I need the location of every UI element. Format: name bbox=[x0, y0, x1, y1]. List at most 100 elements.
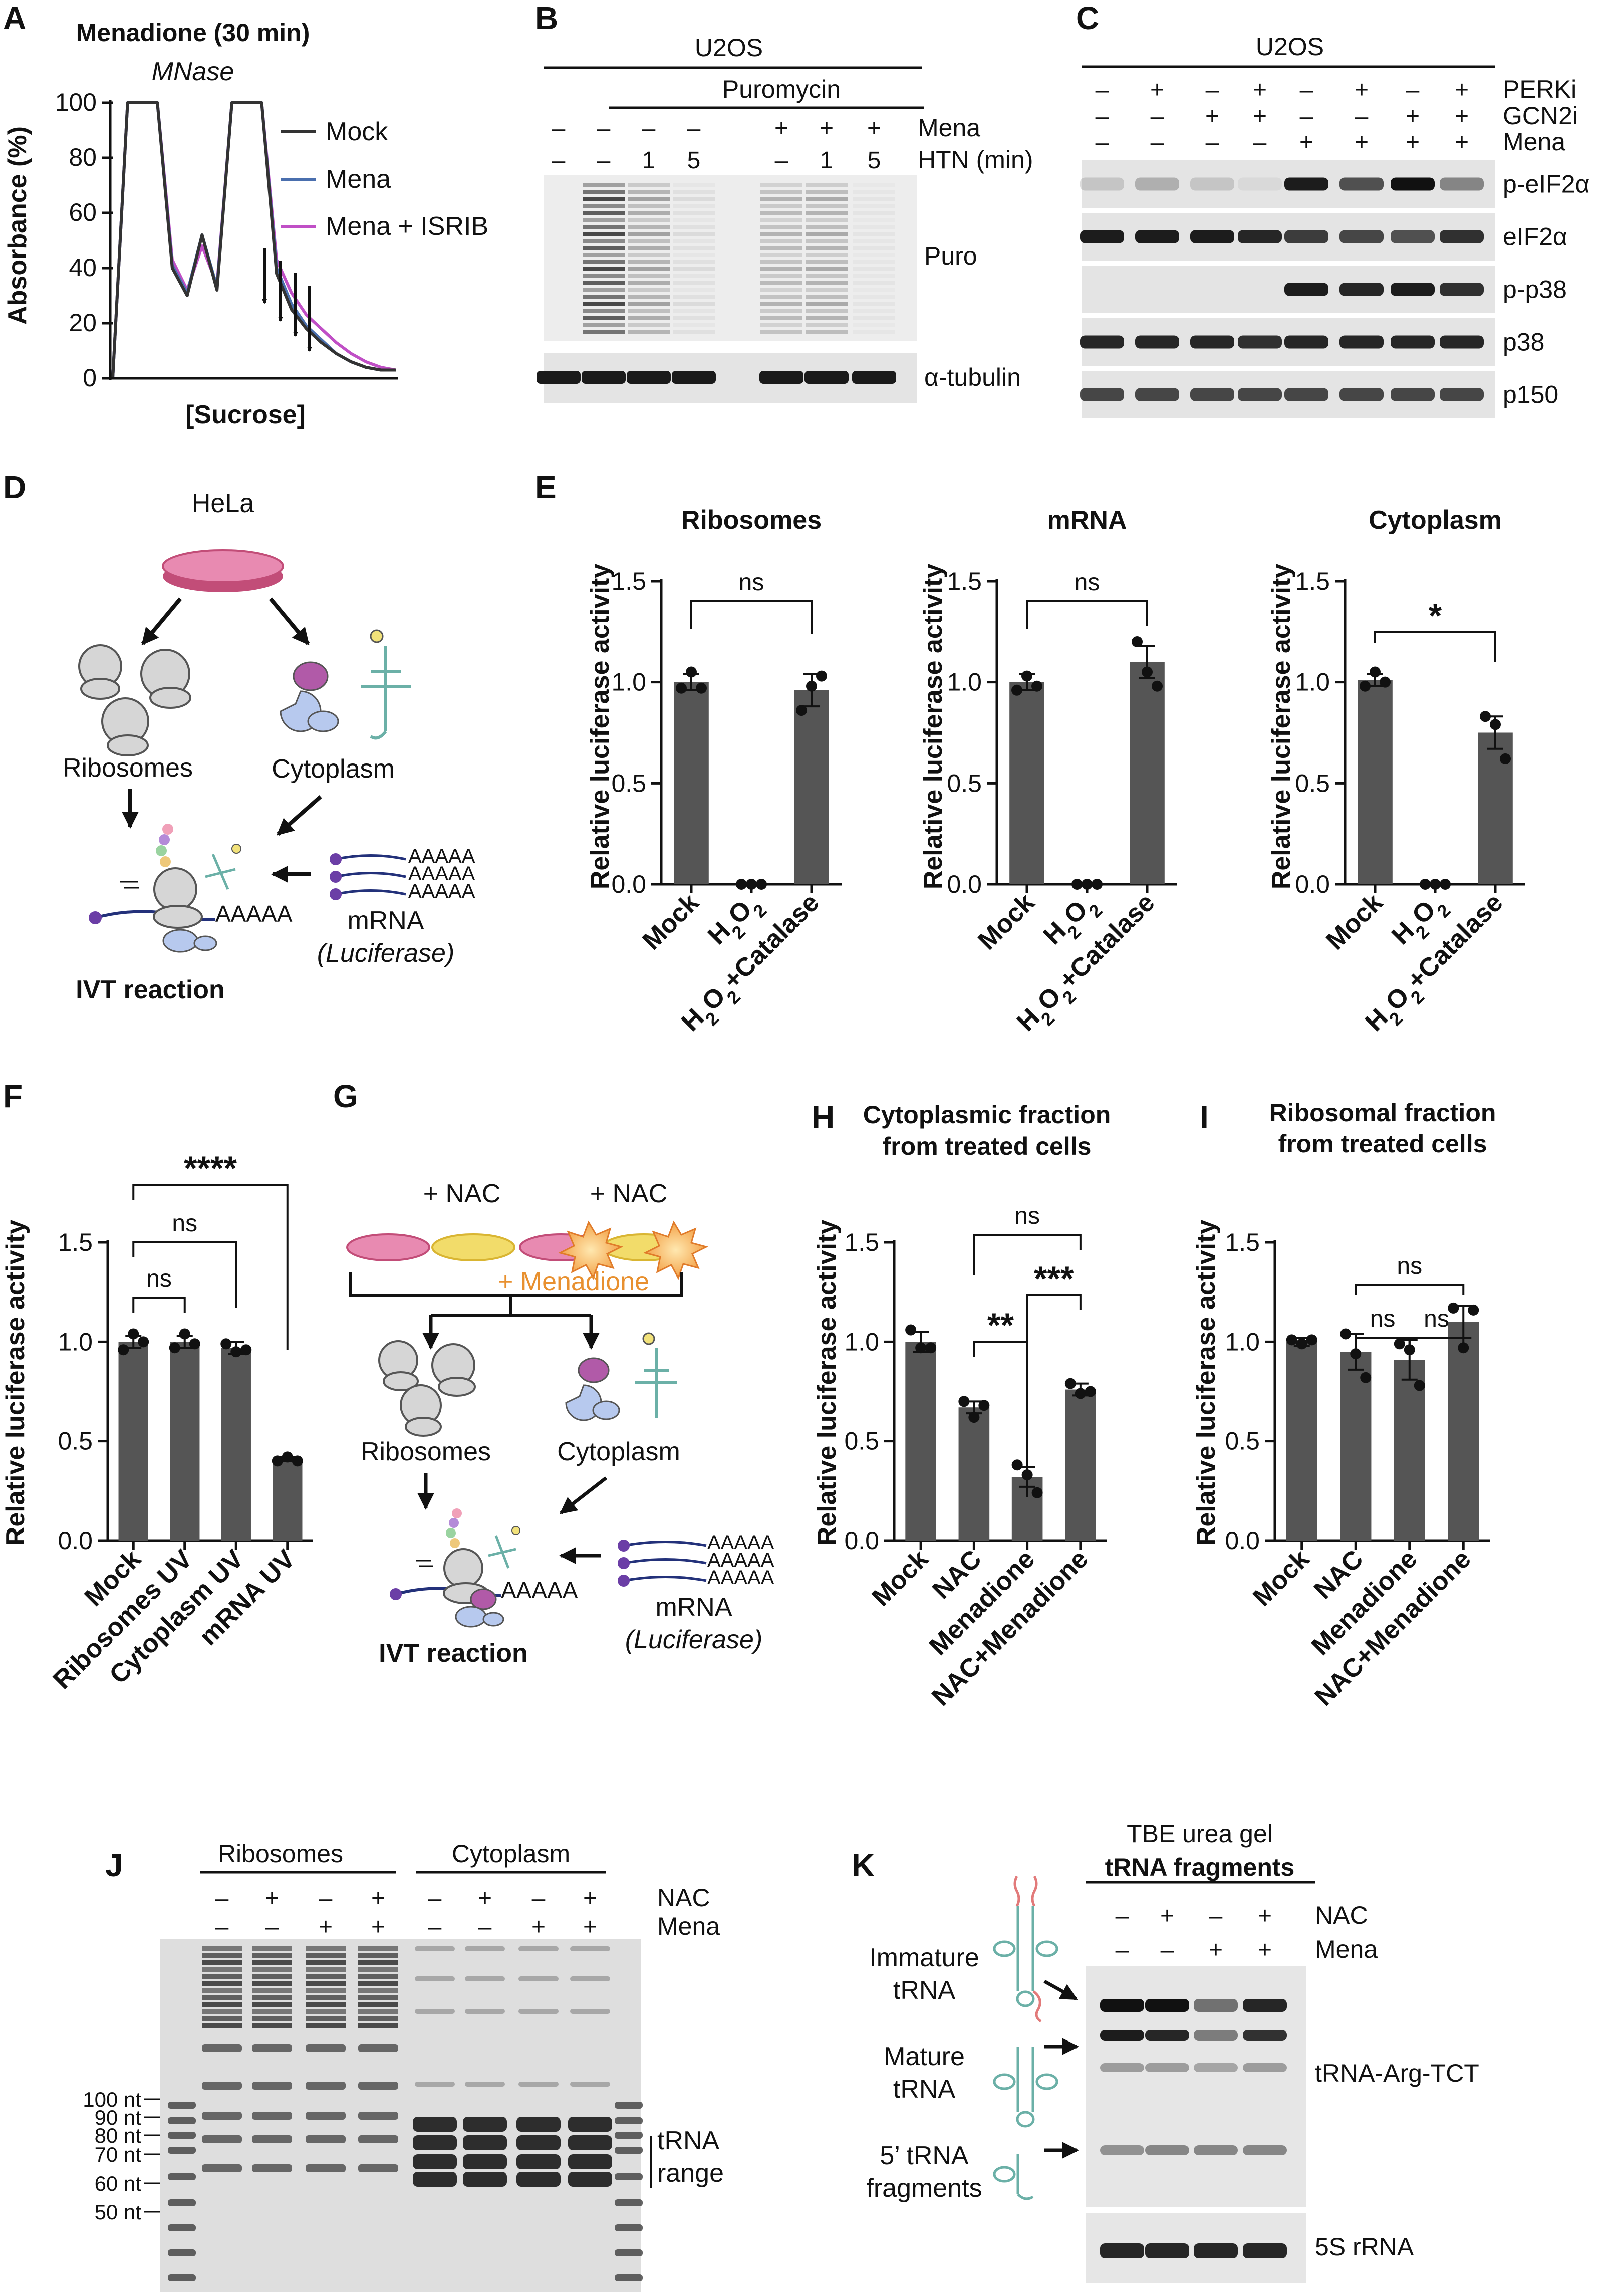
y-tick-label: 0 bbox=[83, 364, 97, 392]
data-point bbox=[1152, 680, 1163, 692]
row-label-mena: Mena bbox=[918, 114, 980, 142]
puro-band bbox=[853, 218, 895, 222]
blot-band bbox=[1135, 388, 1179, 401]
poly-a-label: AAAAA bbox=[501, 1577, 578, 1603]
puro-band bbox=[628, 267, 670, 271]
gel-band bbox=[358, 1995, 398, 2000]
puro-band bbox=[673, 246, 715, 250]
blot-band bbox=[1135, 177, 1179, 191]
immature-trna-label: Immature bbox=[869, 1943, 979, 1972]
chart-title: Ribosomes bbox=[681, 505, 822, 535]
panel-letter: B bbox=[535, 0, 558, 36]
luciferase-label: (Luciferase) bbox=[625, 1625, 763, 1654]
bar bbox=[273, 1459, 303, 1541]
significance-label: ns bbox=[146, 1265, 172, 1292]
data-point bbox=[915, 1342, 927, 1354]
puro-band bbox=[806, 239, 848, 243]
poly-a-label: AAAAA bbox=[408, 863, 475, 885]
mena-sign: – bbox=[1096, 129, 1109, 156]
ladder-band bbox=[615, 2199, 643, 2206]
tubulin-band bbox=[852, 371, 896, 384]
data-point bbox=[1011, 1459, 1023, 1471]
gel-band bbox=[252, 1974, 292, 1979]
puro-band bbox=[760, 246, 802, 250]
puro-band bbox=[628, 239, 670, 243]
blot-band bbox=[1339, 283, 1384, 296]
data-point bbox=[1468, 1304, 1479, 1316]
gcn2i-sign: – bbox=[1151, 103, 1164, 130]
blot-band bbox=[1190, 388, 1234, 401]
tubulin-band bbox=[627, 371, 671, 384]
puro-band bbox=[673, 225, 715, 229]
puro-band bbox=[853, 323, 895, 327]
blot-band bbox=[1238, 230, 1282, 243]
blot-band bbox=[1391, 283, 1435, 296]
gel-band bbox=[202, 1946, 242, 1951]
puro-band bbox=[628, 302, 670, 306]
gel-band bbox=[306, 1974, 346, 1979]
gel-band bbox=[202, 2023, 242, 2028]
gel-band bbox=[306, 1953, 346, 1958]
puro-band bbox=[853, 267, 895, 271]
bar bbox=[1358, 680, 1393, 884]
nac-sign: + bbox=[1258, 1903, 1272, 1929]
puro-band bbox=[673, 239, 715, 243]
significance-bracket bbox=[973, 1234, 1082, 1275]
blot-band bbox=[1194, 2063, 1238, 2072]
mena-sign: + bbox=[820, 115, 834, 142]
data-point bbox=[1430, 879, 1441, 890]
mature-trna-icon bbox=[993, 2047, 1058, 2128]
data-point bbox=[179, 1328, 190, 1340]
gcn2i-sign: – bbox=[1355, 103, 1369, 130]
ladder-band bbox=[168, 2132, 196, 2139]
puro-band bbox=[583, 225, 625, 229]
y-tick-label: 100 bbox=[55, 88, 97, 116]
row-label-mena: Mena bbox=[1315, 1935, 1378, 1963]
data-point bbox=[686, 666, 697, 678]
puro-band bbox=[806, 288, 848, 292]
gel-band bbox=[516, 2172, 561, 2187]
panel-letter: C bbox=[1076, 0, 1099, 36]
puro-band bbox=[806, 232, 848, 236]
puro-band bbox=[583, 309, 625, 313]
puro-band bbox=[628, 281, 670, 285]
gel-band bbox=[202, 2009, 242, 2014]
row-label-mena: Mena bbox=[1503, 128, 1565, 156]
band-label-trna: tRNA-Arg-TCT bbox=[1315, 2059, 1479, 2087]
panel-g: G + NAC + NAC + Menadione bbox=[333, 1078, 774, 1668]
significance-bracket bbox=[132, 1184, 289, 1350]
puro-band bbox=[583, 211, 625, 215]
puro-band bbox=[853, 183, 895, 187]
y-axis-label: Relative luciferase activity bbox=[1, 1220, 30, 1546]
gel-band bbox=[518, 1946, 559, 1951]
y-tick-label: 0.5 bbox=[58, 1427, 93, 1455]
panel-letter: H bbox=[812, 1099, 835, 1135]
puro-band bbox=[806, 246, 848, 250]
panel-letter: I bbox=[1200, 1099, 1209, 1135]
gel-band bbox=[306, 2016, 346, 2021]
bar bbox=[958, 1407, 990, 1541]
mena-sign: + bbox=[867, 115, 881, 142]
puro-band bbox=[853, 309, 895, 313]
data-point bbox=[978, 1400, 990, 1411]
cytoplasm-label: Cytoplasm bbox=[272, 754, 395, 784]
data-point bbox=[1064, 1378, 1076, 1389]
panel-d: D HeLa Ribosomes bbox=[3, 469, 475, 1004]
puro-band bbox=[853, 288, 895, 292]
data-point bbox=[1414, 1380, 1425, 1391]
data-point bbox=[1360, 680, 1371, 692]
trna-fragment-icon bbox=[993, 2154, 1034, 2200]
perki-sign: + bbox=[1150, 77, 1164, 103]
blot-band bbox=[1190, 230, 1234, 243]
gel-band bbox=[306, 2044, 346, 2052]
nac-label: + NAC bbox=[590, 1179, 668, 1208]
data-point bbox=[676, 682, 687, 694]
nac-sign: + bbox=[1160, 1903, 1174, 1929]
gcn2i-sign: + bbox=[1253, 103, 1267, 130]
mena-sign: – bbox=[1161, 1937, 1174, 1963]
ladder-band bbox=[168, 2199, 196, 2206]
y-axis-label: Relative luciferase activity bbox=[586, 564, 615, 889]
puro-band bbox=[806, 260, 848, 264]
puro-band bbox=[760, 302, 802, 306]
band-label: p-p38 bbox=[1503, 276, 1567, 304]
